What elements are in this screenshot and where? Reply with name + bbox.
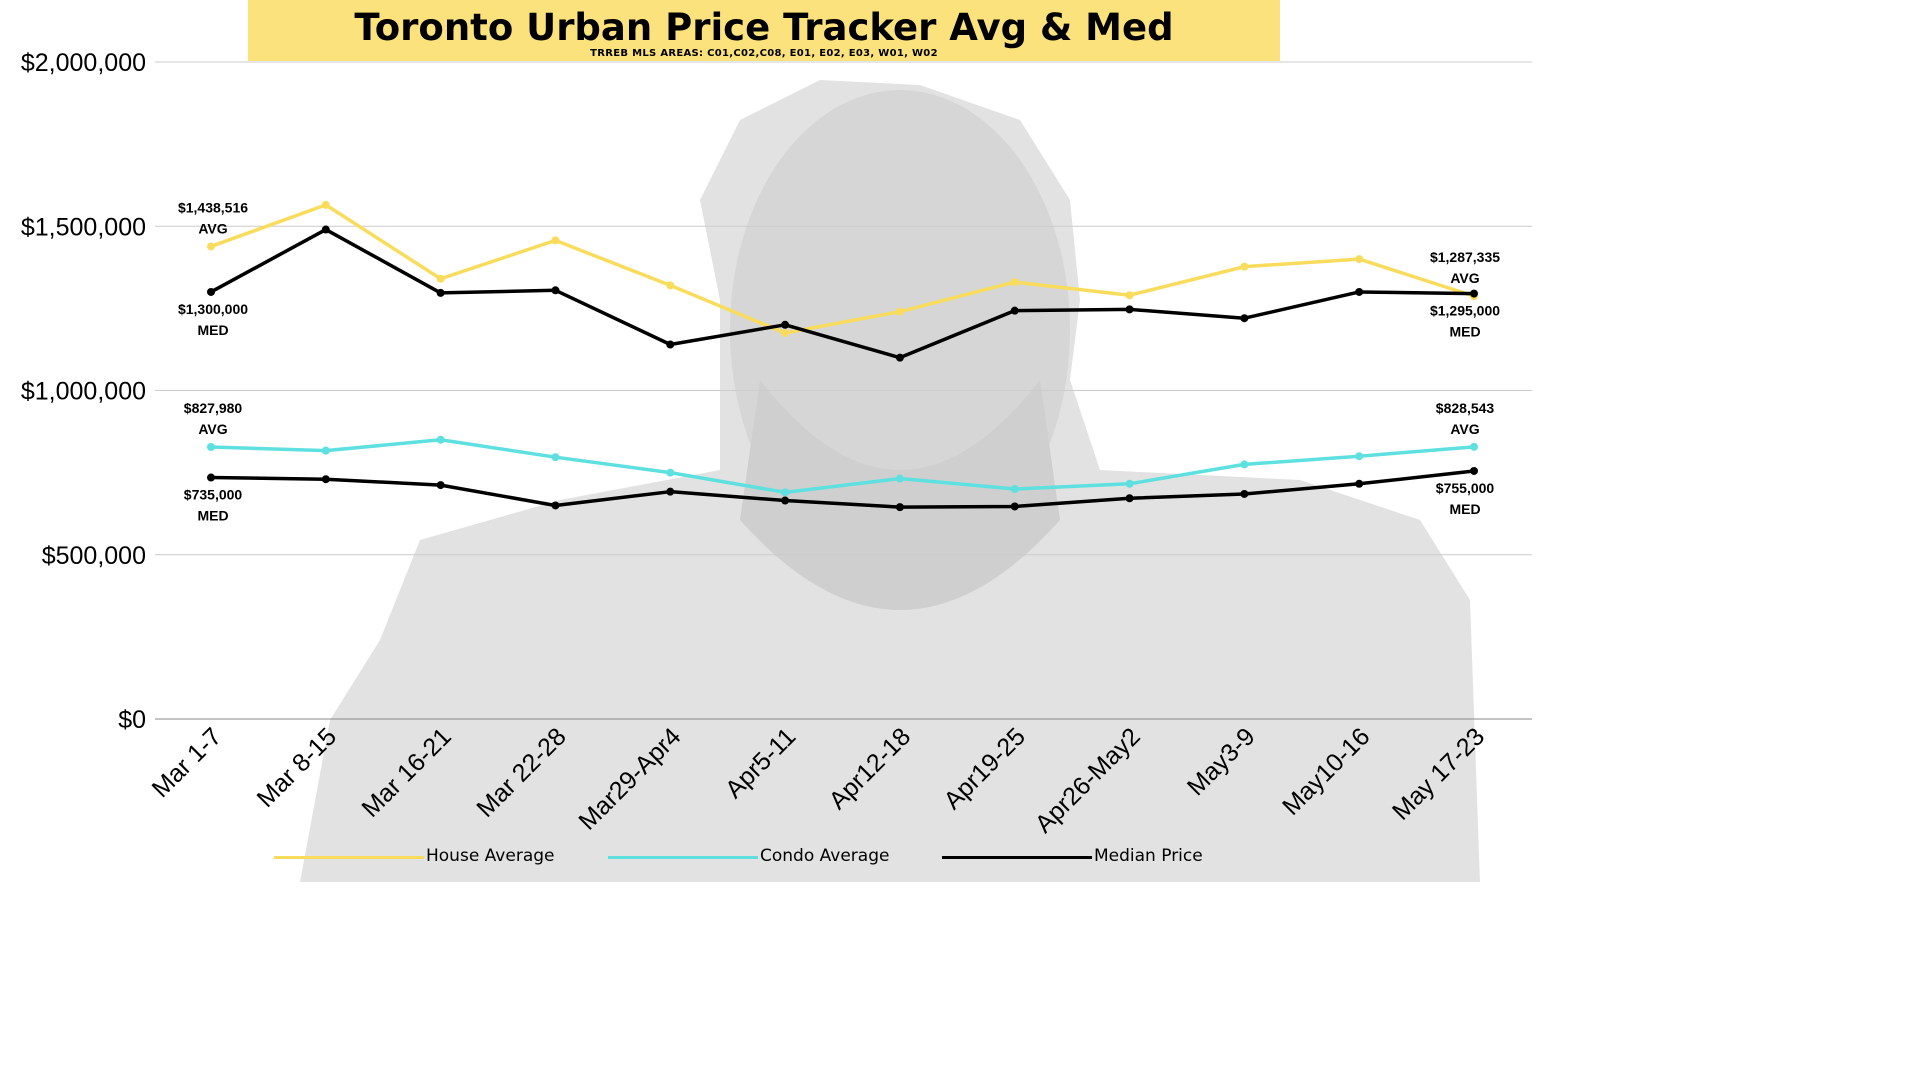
data-point — [895, 307, 904, 316]
data-point — [1470, 442, 1478, 451]
data-point — [1010, 278, 1019, 287]
data-point — [207, 473, 215, 482]
y-tick-label: $0 — [118, 706, 146, 734]
data-point — [551, 286, 560, 295]
data-point — [1240, 489, 1249, 498]
data-point — [1010, 485, 1019, 494]
legend: House Average Condo Average Median Price — [0, 842, 1568, 872]
data-point — [436, 274, 445, 283]
annotation-value: $1,438,516 — [178, 199, 248, 215]
y-axis: $0 $500,000 $1,000,000 $1,500,000 $2,000,000 — [21, 49, 146, 734]
annotation-value: $1,295,000 — [1430, 303, 1500, 319]
annotation-tag: MED — [197, 508, 228, 524]
annotation-value: $1,300,000 — [178, 301, 248, 317]
data-point — [207, 443, 215, 452]
annotation-value: $828,543 — [1436, 400, 1495, 416]
legend-swatch-house — [274, 856, 424, 859]
annotation-tag: AVG — [198, 220, 227, 236]
data-point — [1355, 452, 1364, 461]
y-tick-label: $500,000 — [42, 542, 146, 570]
data-point — [666, 468, 675, 477]
data-point — [436, 481, 445, 490]
data-point — [436, 435, 445, 444]
data-point — [1125, 291, 1134, 300]
data-point — [321, 446, 330, 455]
annotation-tag: AVG — [1450, 270, 1479, 286]
gridlines — [155, 61, 1532, 720]
title-banner — [248, 0, 1280, 61]
data-point — [1240, 460, 1249, 469]
data-point — [1010, 502, 1019, 511]
data-point — [436, 288, 445, 297]
annotation-tag: AVG — [198, 421, 227, 437]
legend-label-condo: Condo Average — [760, 846, 890, 866]
data-point — [895, 474, 904, 483]
annotation-value: $755,000 — [1436, 480, 1495, 496]
y-tick-label: $2,000,000 — [21, 49, 146, 77]
legend-swatch-condo — [608, 856, 758, 859]
chart-title: Toronto Urban Price Tracker Avg & Med — [354, 6, 1174, 49]
annotation-tag: AVG — [1450, 421, 1479, 437]
series-lines — [207, 200, 1478, 512]
data-point — [895, 353, 904, 362]
series-line-1 — [210, 227, 1475, 360]
data-point — [321, 225, 330, 234]
data-point — [321, 200, 330, 209]
data-point — [1240, 262, 1249, 271]
legend-label-house: House Average — [426, 846, 555, 866]
data-point — [207, 287, 215, 296]
y-tick-label: $1,500,000 — [21, 213, 146, 241]
data-point — [666, 487, 675, 496]
data-point — [1355, 479, 1364, 488]
chart: $0 $500,000 $1,000,000 $1,500,000 $2,000,000… — [0, 0, 1568, 882]
annotation-tag: MED — [197, 322, 228, 338]
annotation-value: $1,287,335 — [1430, 249, 1500, 265]
portrait-beard — [740, 380, 1060, 610]
data-point — [781, 496, 790, 505]
data-point — [1240, 314, 1249, 323]
data-point — [1355, 287, 1364, 296]
data-point — [1010, 306, 1019, 315]
plot-area: $0 $500,000 $1,000,000 $1,500,000 $2,000,000… — [21, 49, 1532, 882]
data-point — [551, 236, 560, 245]
data-point — [895, 503, 904, 512]
data-point — [1470, 466, 1478, 475]
x-tick-label: Mar 1-7 — [147, 722, 228, 803]
series-line-3 — [210, 469, 1475, 509]
legend-swatch-median — [942, 856, 1092, 859]
data-point — [207, 242, 215, 251]
series-line-0 — [210, 203, 1475, 335]
data-point — [781, 329, 790, 338]
series-line-2 — [210, 438, 1475, 495]
data-point — [1125, 494, 1134, 503]
y-tick-label: $1,000,000 — [21, 378, 146, 406]
data-point — [666, 281, 675, 290]
data-point — [1470, 289, 1478, 298]
data-point — [321, 475, 330, 484]
data-point — [1125, 479, 1134, 488]
annotation-tag: MED — [1449, 324, 1480, 340]
data-point — [781, 488, 790, 497]
data-point — [551, 501, 560, 510]
data-point — [1355, 255, 1364, 264]
data-point — [781, 320, 790, 329]
data-point — [551, 453, 560, 462]
annotation-value: $827,980 — [184, 400, 243, 416]
data-point — [666, 340, 675, 349]
annotation-value: $735,000 — [184, 487, 243, 503]
legend-label-median: Median Price — [1094, 846, 1203, 866]
annotations: $1,438,516 AVG $1,300,000 MED $1,287,335 AVG $… — [178, 199, 1500, 523]
data-point — [1125, 305, 1134, 314]
annotation-tag: MED — [1449, 501, 1480, 517]
chart-subtitle: TRREB MLS AREAS: C01,C02,C08, E01, E02, … — [590, 48, 938, 59]
